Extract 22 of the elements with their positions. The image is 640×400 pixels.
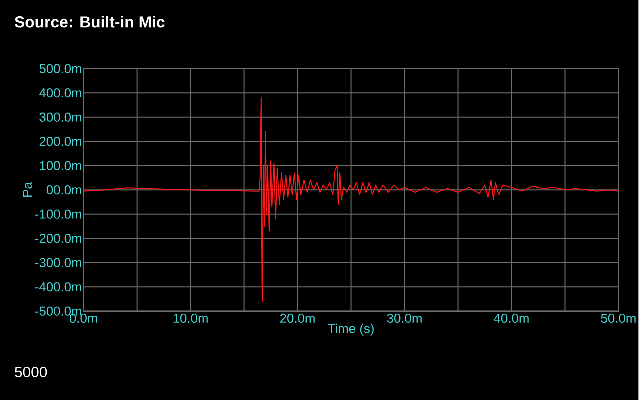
x-tick-label: 0.0m xyxy=(70,314,98,323)
x-tick-label: 40.0m xyxy=(494,314,529,323)
y-tick-label: 300.0m xyxy=(40,112,82,122)
y-tick-label: 200.0m xyxy=(40,136,82,146)
x-tick-label: 10.0m xyxy=(174,314,208,323)
x-tick-label: 20.0m xyxy=(280,314,315,323)
y-tick-label: 400.0m xyxy=(40,88,82,98)
y-tick-label: 100.0m xyxy=(40,161,82,170)
y-tick-label: -200.0m xyxy=(35,234,82,244)
text: 5000 xyxy=(15,366,48,378)
y-tick-label: -500.0m xyxy=(35,306,82,316)
x-tick-label: 50.0m xyxy=(601,314,636,323)
y-tick-label: -400.0m xyxy=(35,282,82,292)
y-tick-label: 00.0m xyxy=(46,185,82,195)
y-tick-label: 500.0m xyxy=(40,64,82,74)
line-series xyxy=(84,97,619,302)
y-axis-title: Pa xyxy=(23,182,32,197)
y-tick-label: -300.0m xyxy=(35,258,82,268)
y-tick-label: -100.0m xyxy=(35,210,82,219)
x-tick-label: 30.0m xyxy=(387,314,422,323)
x-axis-title: Time (s) xyxy=(328,324,374,336)
chart-title: Source: Built-in Mic xyxy=(14,16,165,28)
